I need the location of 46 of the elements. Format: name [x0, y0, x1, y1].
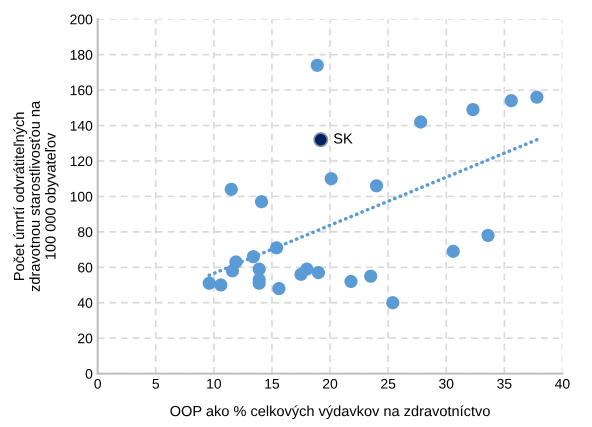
x-tick-label: 5 — [152, 378, 160, 389]
y-tick-label: 200 — [70, 14, 92, 24]
point — [214, 278, 228, 292]
y-tick-label: 40 — [78, 298, 92, 308]
y-tick-label: 60 — [78, 262, 92, 272]
point — [364, 270, 378, 283]
point — [254, 195, 268, 208]
x-tick-label: 40 — [554, 378, 570, 389]
y-tick-label: 100 — [70, 192, 92, 202]
y-axis-title: Počet úmrtí odvrátiteľných zdravotnou starostlivosťou na 100 000 obyvateľov — [13, 100, 59, 292]
point — [530, 90, 544, 104]
point — [229, 255, 243, 269]
point — [310, 58, 324, 72]
y-tick-label: 0 — [86, 368, 92, 379]
y-tick-label: 180 — [70, 50, 92, 60]
point — [272, 282, 286, 296]
point — [466, 103, 480, 116]
x-tick-label: 15 — [265, 378, 280, 389]
x-tick-label: 30 — [439, 378, 454, 389]
x-tick-label: 10 — [207, 378, 222, 389]
y-tick-label: 80 — [78, 227, 92, 238]
point — [386, 296, 400, 310]
x-tick-label: 0 — [94, 378, 101, 389]
point — [370, 179, 384, 192]
x-tick-label: 20 — [323, 378, 338, 389]
point — [344, 274, 358, 288]
y-tick-label: 160 — [70, 85, 92, 96]
point — [202, 276, 216, 290]
point — [313, 132, 328, 148]
point — [414, 115, 428, 129]
point — [300, 262, 314, 276]
y-tick-label: 140 — [70, 120, 92, 131]
point — [270, 241, 284, 254]
x-tick-label: 25 — [381, 378, 396, 389]
point — [481, 228, 495, 242]
point — [446, 244, 460, 258]
point — [312, 266, 326, 280]
series-label: SK — [334, 133, 353, 144]
x-tick-label: 35 — [497, 378, 512, 389]
x-axis-title: OOP ako % celkových výdavkov na zdravotníctvo — [170, 405, 490, 420]
point — [504, 94, 518, 108]
y-tick-label: 20 — [78, 334, 92, 344]
point — [324, 172, 338, 186]
y-tick-label: 120 — [70, 156, 92, 166]
point — [224, 182, 238, 196]
point — [246, 250, 260, 264]
